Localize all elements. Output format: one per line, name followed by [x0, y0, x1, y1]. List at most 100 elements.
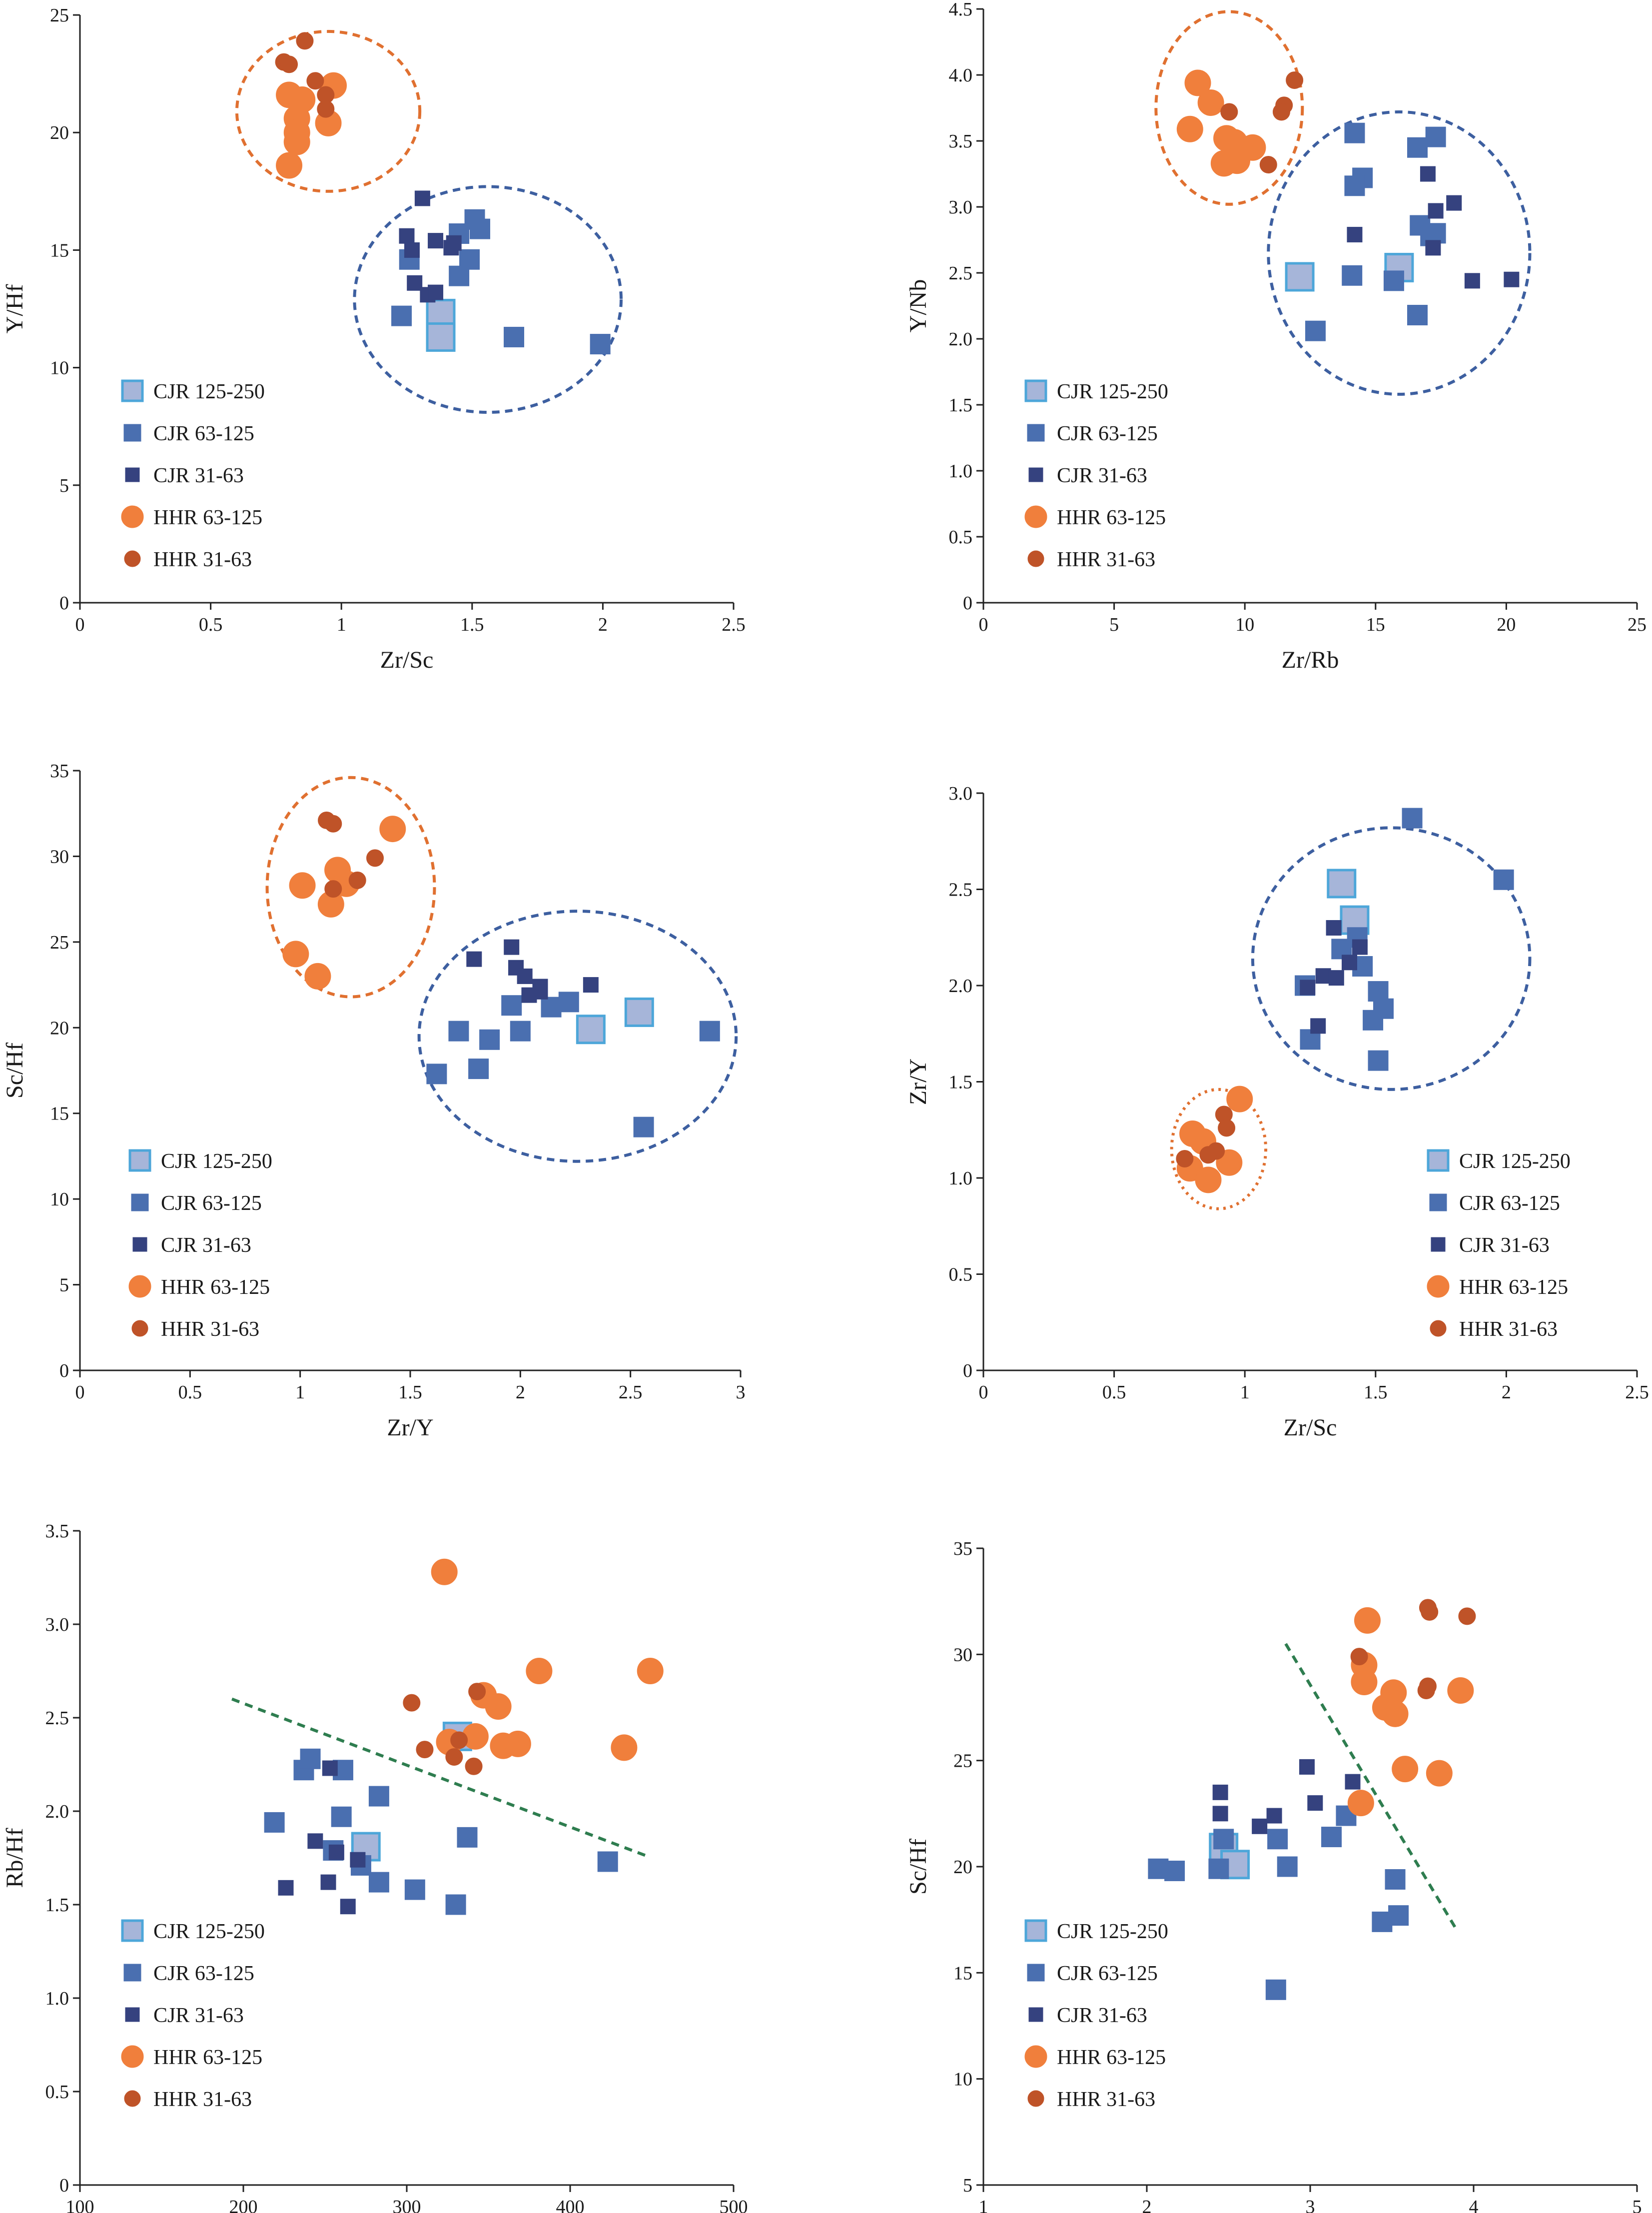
x-tick-label: 5	[1633, 2197, 1642, 2213]
data-point-hhr63	[611, 1734, 638, 1761]
data-point-cjr63	[368, 1786, 389, 1807]
data-point-hhr63	[526, 1658, 553, 1684]
data-point-cjr31	[583, 977, 599, 993]
data-point-cjr63	[368, 1872, 389, 1893]
x-tick-label: 1	[1240, 1382, 1250, 1403]
legend-label-cjr63: CJR 63-125	[153, 1962, 254, 1985]
data-point-cjr31	[1328, 970, 1344, 986]
y-tick-label: 25	[953, 1751, 972, 1772]
data-point-cjr31	[399, 228, 415, 244]
group-ellipse-orange	[1154, 10, 1304, 206]
y-tick-label: 0	[59, 593, 69, 614]
data-point-hhr31	[324, 815, 342, 833]
data-point-cjr31	[1315, 968, 1331, 984]
data-point-cjr63	[699, 1021, 720, 1042]
data-point-hhr63	[1392, 1756, 1419, 1783]
data-point-hhr63	[1184, 69, 1211, 96]
group-ellipse-orange	[1170, 1088, 1268, 1210]
data-point-cjr31	[1446, 195, 1462, 211]
data-point-cjr31	[1212, 1806, 1228, 1822]
legend-marker-cjr125	[128, 1149, 151, 1172]
legend-marker-cjr31	[125, 467, 140, 482]
data-point-cjr31	[532, 984, 548, 1000]
data-point-cjr63	[300, 1748, 321, 1769]
data-point-hhr63	[1447, 1677, 1474, 1704]
y-tick-label: 10	[50, 358, 69, 379]
data-point-cjr63	[1407, 137, 1428, 158]
data-point-hhr63	[276, 152, 303, 179]
data-point-hhr31	[1199, 1146, 1217, 1164]
legend-marker-hhr31	[124, 550, 141, 567]
data-point-cjr63	[264, 1812, 285, 1833]
data-point-hhr63	[1226, 1086, 1253, 1112]
x-tick-label: 2.5	[722, 614, 746, 635]
x-tick-label: 5	[1109, 614, 1119, 635]
x-tick-label: 2	[598, 614, 608, 635]
legend-marker-hhr63	[1024, 505, 1047, 528]
data-point-hhr63	[1176, 115, 1203, 142]
data-point-cjr63	[558, 992, 579, 1013]
y-tick-label: 3.5	[949, 131, 973, 152]
legend-marker-cjr125	[1427, 1149, 1450, 1172]
y-tick-label: 2.0	[45, 1801, 69, 1822]
legend-label-cjr63: CJR 63-125	[153, 422, 254, 445]
scatter-panel-zrsc-zry: 0 0.5 1 1.5 2 2.5 0 0.5 1.0 1.5 2.0 2.5 3.0 Zr/Sc Zr/Y…	[905, 783, 1649, 1441]
data-point-cjr63	[1388, 1905, 1409, 1926]
data-point-cjr63	[469, 218, 490, 239]
data-point-hhr31	[317, 100, 335, 118]
data-point-hhr63	[283, 128, 310, 155]
y-tick-label: 10	[50, 1189, 69, 1210]
data-point-hhr31	[465, 1757, 483, 1775]
data-point-cjr63	[445, 1894, 466, 1915]
legend-marker-cjr63	[1027, 1964, 1045, 1982]
x-tick-label: 1.5	[460, 614, 484, 635]
data-point-cjr63	[633, 1116, 654, 1137]
data-point-hhr31	[445, 1748, 463, 1766]
legend-marker-cjr31	[1028, 2007, 1043, 2022]
data-point-cjr125	[426, 322, 456, 352]
legend-label-hhr31: HHR 31-63	[1057, 2088, 1155, 2111]
data-point-cjr31	[1352, 939, 1368, 955]
group-ellipse-orange	[235, 29, 422, 193]
data-point-hhr31	[1417, 1682, 1435, 1700]
legend-label-cjr125: CJR 125-250	[153, 380, 265, 403]
y-axis-title: Y/Hf	[1, 284, 28, 334]
y-tick-label: 1.5	[45, 1895, 69, 1916]
x-tick-label: 500	[720, 2197, 748, 2213]
x-tick-label: 2	[1502, 1382, 1511, 1403]
data-point-hhr63	[282, 941, 309, 968]
y-tick-label: 25	[50, 932, 69, 953]
legend-marker-cjr125	[121, 379, 144, 402]
legend-label-hhr63: HHR 63-125	[1057, 506, 1166, 529]
legend-label-hhr63: HHR 63-125	[153, 2046, 262, 2069]
data-point-cjr63	[1267, 1829, 1288, 1850]
data-point-cjr63	[1407, 304, 1428, 325]
data-point-cjr31	[320, 1874, 336, 1890]
data-point-cjr31	[446, 235, 462, 251]
legend-label-cjr31: CJR 31-63	[1057, 2004, 1147, 2027]
data-point-cjr31	[1420, 166, 1436, 182]
x-tick-label: 25	[1628, 614, 1647, 635]
data-point-cjr125	[576, 1015, 606, 1045]
data-point-cjr31	[1326, 920, 1342, 936]
data-point-cjr63	[510, 1021, 531, 1042]
data-point-cjr63	[1425, 126, 1446, 147]
legend-label-cjr125: CJR 125-250	[1057, 1920, 1168, 1943]
data-point-cjr63	[1208, 1858, 1229, 1879]
data-point-cjr31	[1310, 1018, 1326, 1034]
x-tick-label: 20	[1497, 614, 1516, 635]
data-point-cjr31	[307, 1833, 323, 1849]
legend-label-hhr63: HHR 63-125	[1459, 1276, 1568, 1299]
y-tick-label: 0	[59, 1360, 69, 1381]
data-point-cjr31	[1252, 1818, 1268, 1834]
group-ellipse-orange	[265, 776, 436, 999]
legend-marker-hhr31	[1430, 1320, 1447, 1337]
y-tick-label: 20	[953, 1857, 972, 1878]
x-tick-label: 2.5	[1625, 1382, 1649, 1403]
data-point-cjr31	[517, 968, 533, 984]
y-tick-label: 0.5	[949, 527, 973, 548]
data-point-cjr31	[1425, 240, 1441, 256]
legend-label-cjr125: CJR 125-250	[1459, 1150, 1571, 1173]
legend-marker-cjr125	[1024, 1919, 1047, 1942]
y-tick-label: 2.0	[949, 976, 973, 997]
